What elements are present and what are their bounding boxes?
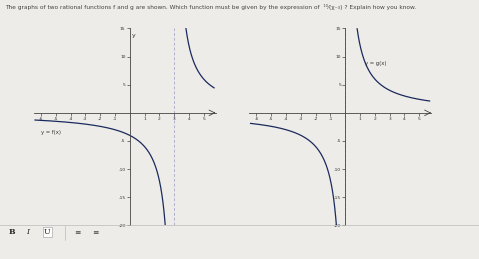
Text: The graphs of two rational functions f and g are shown. Which function must be g: The graphs of two rational functions f a…: [5, 4, 416, 10]
Text: y: y: [132, 33, 136, 38]
Text: ≡: ≡: [74, 228, 80, 236]
Text: I: I: [26, 228, 29, 236]
Text: y = g(x): y = g(x): [365, 61, 386, 66]
Text: U: U: [44, 228, 51, 236]
Text: y = f(x): y = f(x): [41, 130, 61, 135]
Text: B: B: [9, 228, 15, 236]
Text: ≡: ≡: [92, 228, 98, 236]
